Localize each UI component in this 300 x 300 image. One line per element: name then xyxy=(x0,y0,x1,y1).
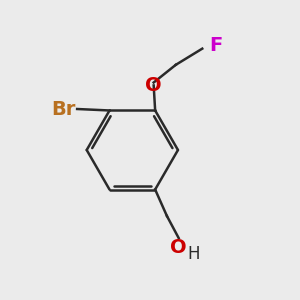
Text: Br: Br xyxy=(51,100,76,118)
Text: O: O xyxy=(146,76,162,95)
Text: O: O xyxy=(170,238,187,257)
Text: H: H xyxy=(188,245,200,263)
Text: F: F xyxy=(210,36,223,55)
